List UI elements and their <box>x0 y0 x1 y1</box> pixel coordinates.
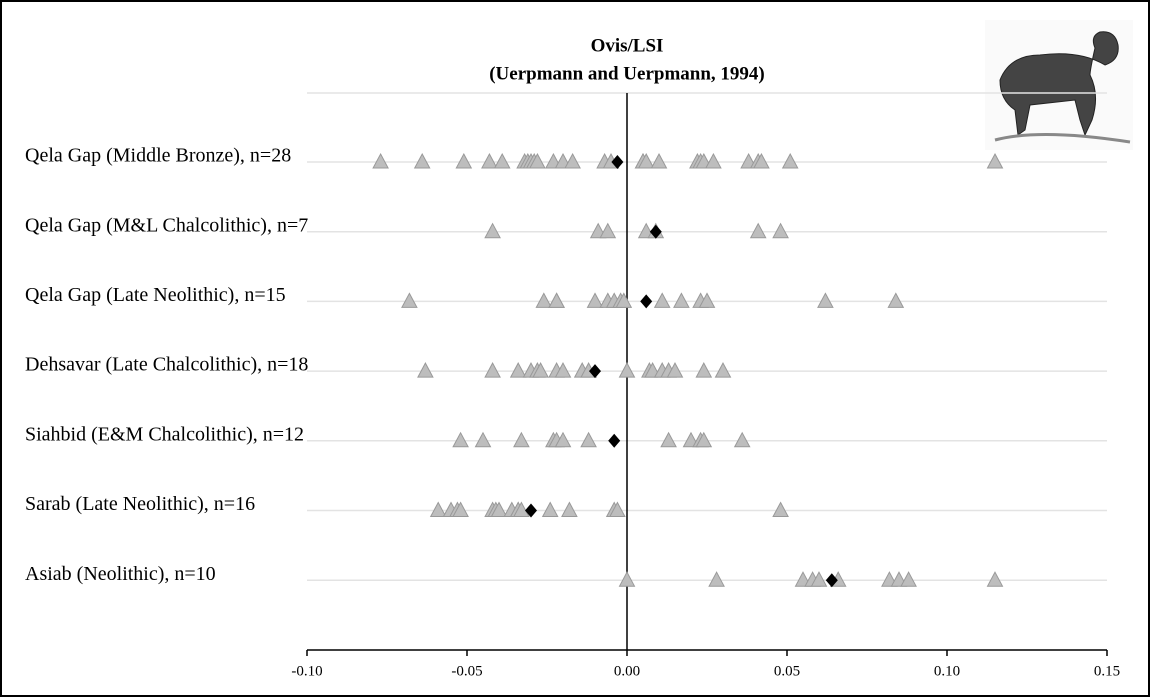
data-point <box>986 152 1004 169</box>
data-point <box>474 431 492 448</box>
data-point <box>618 571 636 587</box>
row-label: Qela Gap (Middle Bronze), n=28 <box>25 145 291 167</box>
data-point <box>429 501 447 517</box>
data-point <box>490 501 508 517</box>
mean-marker <box>608 433 621 448</box>
row-label: Asiab (Neolithic), n=10 <box>25 563 216 585</box>
data-point <box>714 362 732 378</box>
mean-marker <box>589 364 601 379</box>
row-label: Qela Gap (Late Neolithic), n=15 <box>25 284 286 306</box>
row-label: Sarab (Late Neolithic), n=16 <box>25 493 255 515</box>
data-point <box>532 362 549 378</box>
x-tick-label: 0.00 <box>614 663 640 679</box>
data-point <box>484 362 501 378</box>
data-point <box>554 362 572 378</box>
data-point <box>650 152 668 169</box>
data-point <box>749 222 767 239</box>
data-point <box>513 431 530 448</box>
row-label: Qela Gap (M&L Chalcolithic), n=7 <box>25 214 308 236</box>
data-point <box>695 431 713 448</box>
mean-marker <box>525 503 537 518</box>
data-point <box>541 501 559 517</box>
data-point <box>481 152 498 169</box>
data-point <box>673 292 690 308</box>
data-point <box>564 152 581 169</box>
data-point <box>986 571 1004 587</box>
data-point <box>817 292 834 308</box>
data-point <box>372 152 389 169</box>
data-point <box>455 152 473 169</box>
row-label: Siahbid (E&M Chalcolithic), n=12 <box>25 423 304 445</box>
data-point <box>529 152 546 169</box>
data-point <box>452 431 469 448</box>
data-point <box>493 152 511 169</box>
ram-illustration <box>985 20 1133 150</box>
x-tick-label: -0.05 <box>451 663 482 679</box>
mean-marker <box>649 224 662 239</box>
data-point <box>781 152 799 169</box>
data-point <box>887 292 905 308</box>
data-point <box>660 431 677 448</box>
data-point <box>618 362 636 378</box>
data-point <box>666 362 684 378</box>
data-point <box>772 222 789 239</box>
data-point <box>615 292 633 308</box>
data-point <box>561 501 578 517</box>
chart-title: Ovis/LSI <box>591 35 664 56</box>
data-point <box>653 292 671 308</box>
data-point <box>509 362 527 378</box>
ground <box>994 133 1131 144</box>
x-tick-label: 0.10 <box>934 663 960 679</box>
data-point <box>554 431 572 448</box>
data-point <box>772 501 789 517</box>
data-point <box>484 222 501 239</box>
data-point <box>637 152 655 169</box>
chart-subtitle: (Uerpmann and Uerpmann, 1994) <box>489 63 765 84</box>
x-tick-label: 0.15 <box>1094 663 1120 679</box>
data-point <box>413 152 431 169</box>
data-point <box>535 292 553 308</box>
row-label: Dehsavar (Late Chalcolithic), n=18 <box>25 354 308 376</box>
mean-marker <box>611 155 624 169</box>
data-point <box>599 222 617 239</box>
data-point <box>705 152 722 169</box>
mean-marker <box>825 573 838 588</box>
data-point <box>401 292 418 308</box>
data-point <box>586 292 604 308</box>
data-point <box>452 501 469 517</box>
data-point <box>708 571 725 587</box>
data-point <box>417 362 434 378</box>
mean-marker <box>640 294 653 309</box>
data-point <box>609 501 626 517</box>
data-point <box>810 571 828 587</box>
data-point <box>548 292 565 308</box>
ram-shape <box>999 31 1119 137</box>
data-point <box>698 292 716 308</box>
data-point <box>695 362 713 378</box>
data-point <box>733 431 751 448</box>
data-point <box>900 571 917 587</box>
data-point <box>513 501 530 517</box>
x-tick-label: -0.10 <box>291 663 322 679</box>
data-point <box>753 152 770 169</box>
x-tick-label: 0.05 <box>774 663 800 679</box>
data-point <box>580 431 597 448</box>
